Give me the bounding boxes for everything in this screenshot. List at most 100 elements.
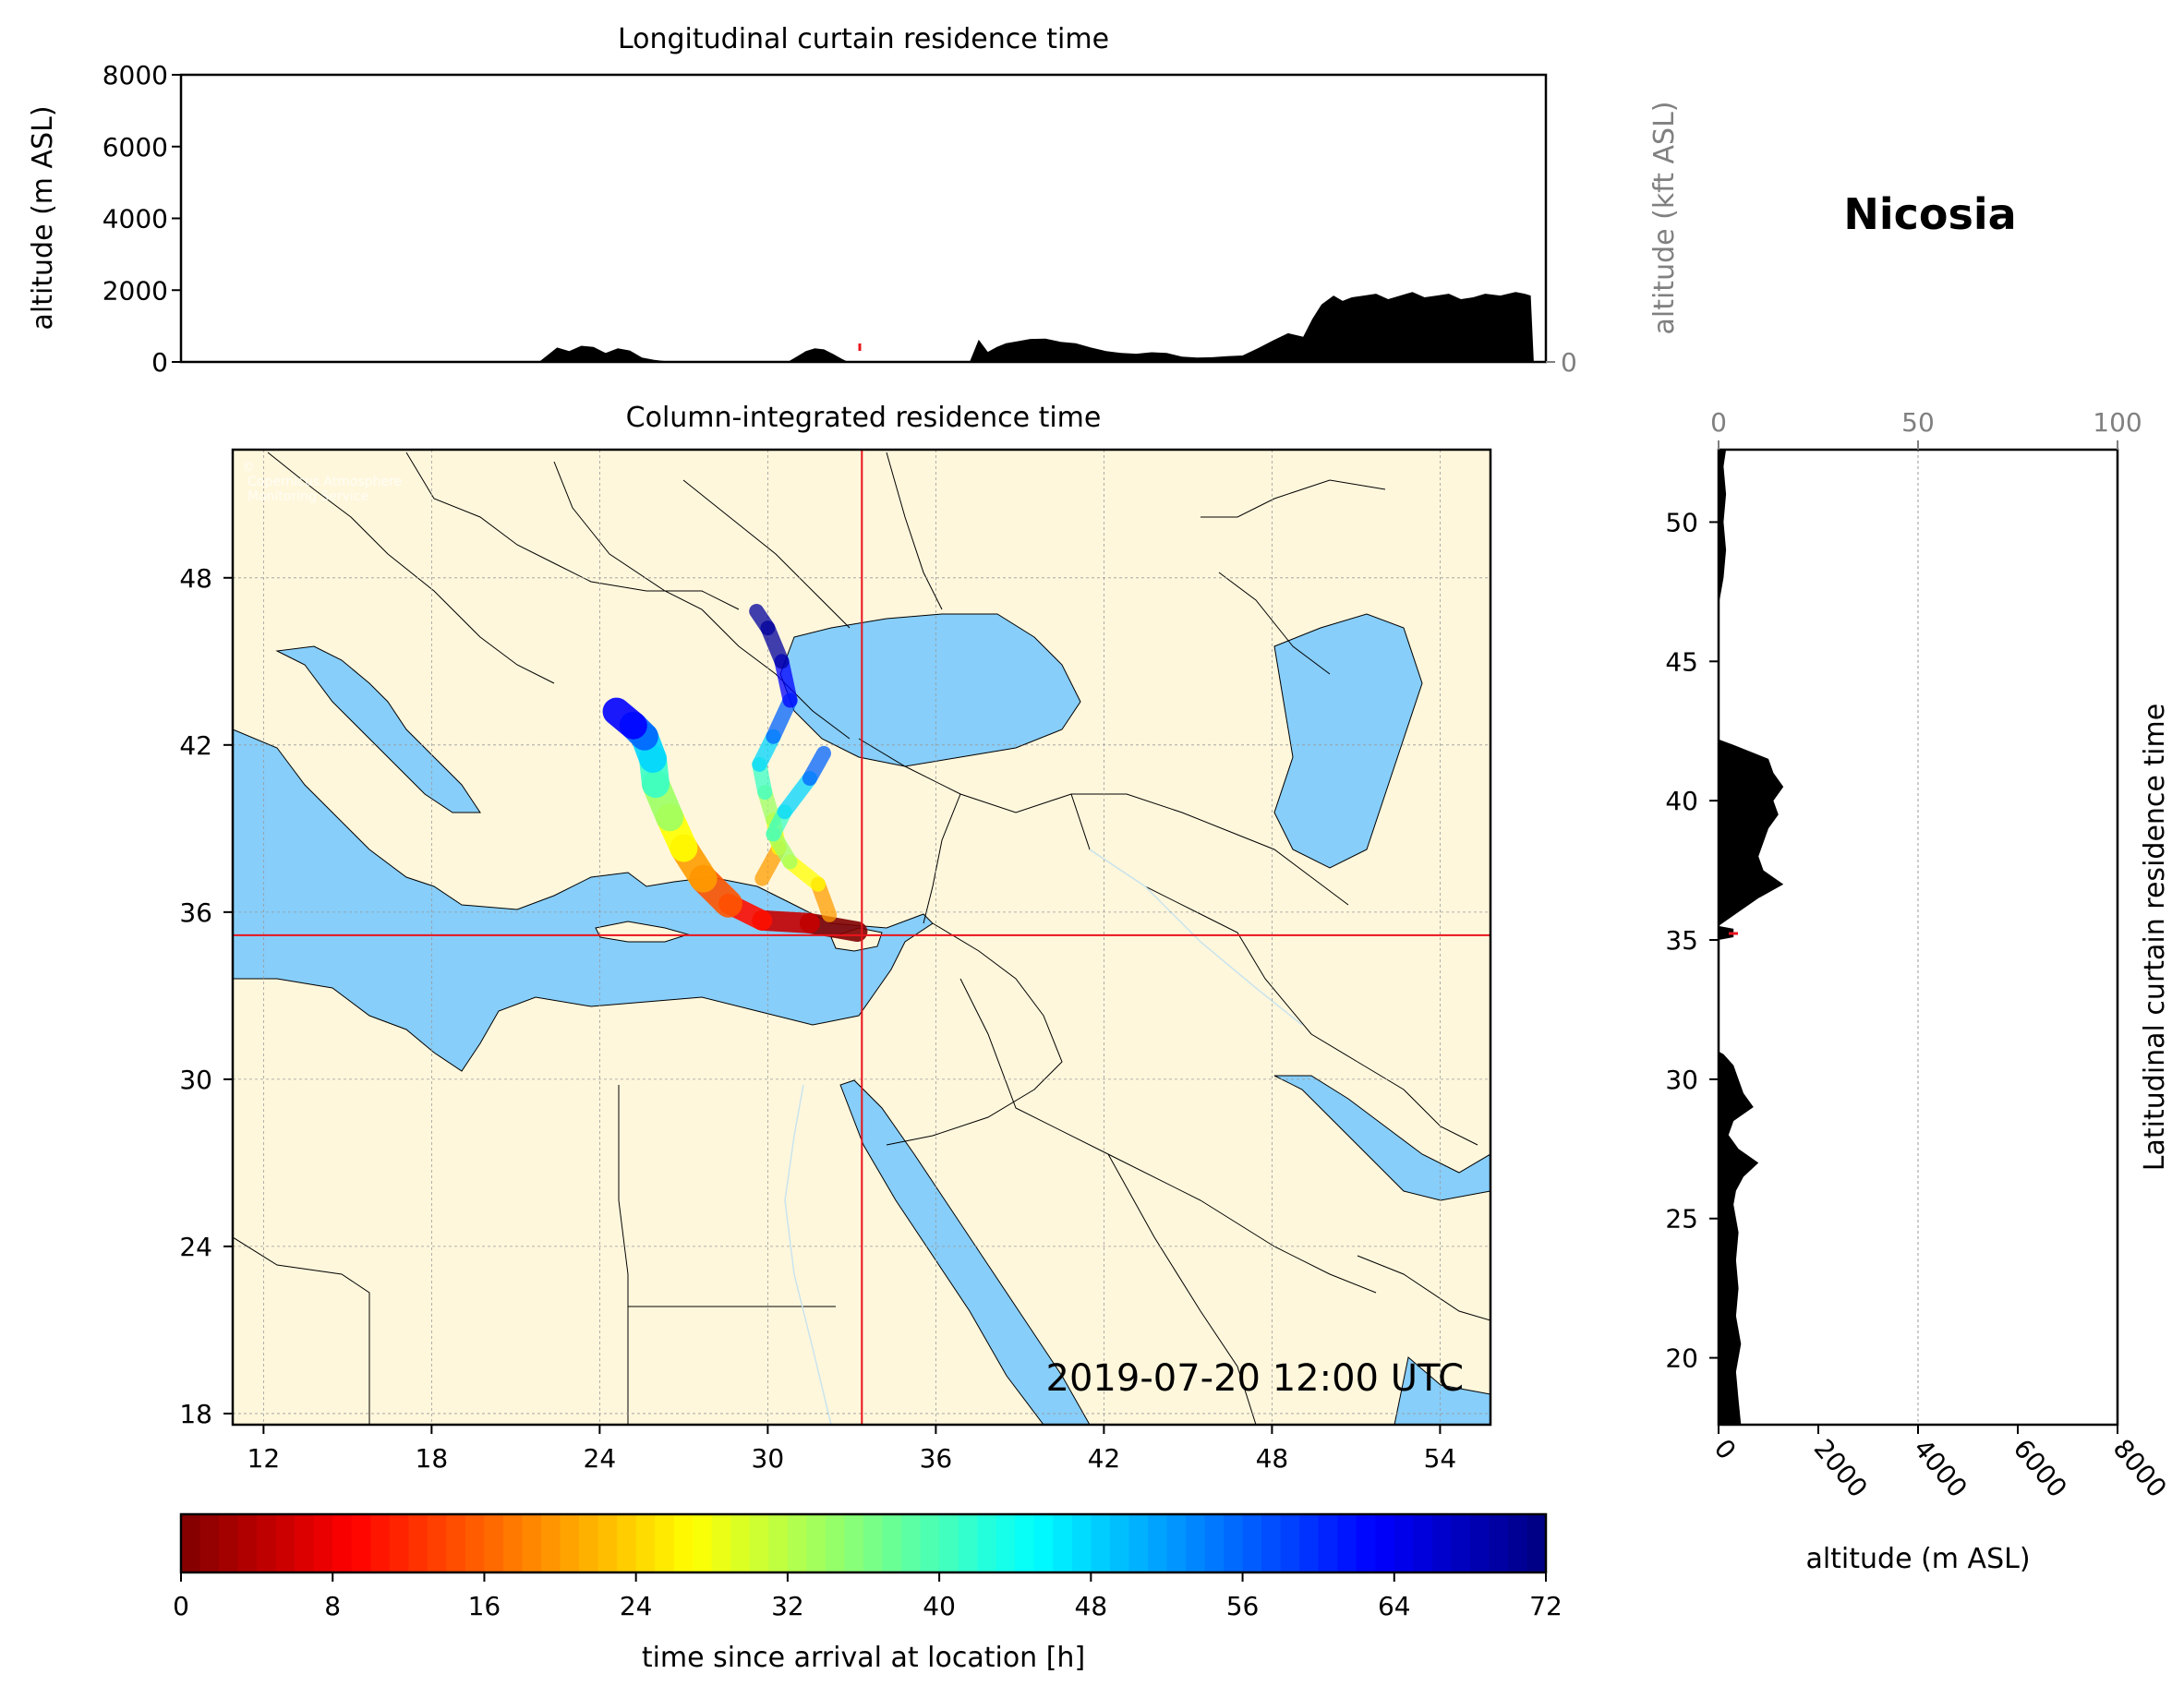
longitudinal-curtain-title: Longitudinal curtain residence time — [618, 23, 1109, 55]
colorbar-swatch — [389, 1514, 409, 1572]
colorbar-swatch — [1489, 1514, 1509, 1572]
map-ytick-label: 24 — [179, 1232, 212, 1262]
right-x2tick-label: 0 — [1710, 407, 1727, 438]
top-ytick-label: 0 — [151, 347, 168, 378]
right-y-ticks: 20 25 30 35 40 45 50 — [1665, 507, 1719, 1374]
map-xtick-label: 48 — [1256, 1443, 1289, 1474]
colorbar-swatch — [806, 1514, 827, 1572]
map-faint-text-1: © — [242, 460, 255, 475]
colorbar-swatch — [237, 1514, 258, 1572]
longitudinal-curtain-panel: Longitudinal curtain residence time 0 200… — [27, 23, 1681, 378]
colorbar-swatch — [1147, 1514, 1168, 1572]
colorbar-swatch — [332, 1514, 353, 1572]
right-x2tick-label: 100 — [2093, 407, 2142, 438]
colorbar-swatch — [635, 1514, 656, 1572]
colorbar-swatch — [1413, 1514, 1433, 1572]
colorbar-swatch — [995, 1514, 1016, 1572]
map-y-ticks: 18 24 30 36 42 48 — [179, 563, 233, 1429]
colorbar-swatch — [427, 1514, 447, 1572]
colorbar-tick-label: 32 — [771, 1591, 804, 1621]
colorbar-tick-label: 24 — [620, 1591, 653, 1621]
colorbar-tick-label: 56 — [1226, 1591, 1260, 1621]
plume-segment — [802, 745, 831, 786]
right-xtick-label: 6000 — [2008, 1433, 2073, 1503]
right-ytick-label: 50 — [1665, 507, 1698, 537]
top-ytick-label: 4000 — [103, 204, 168, 235]
colorbar-swatch — [617, 1514, 637, 1572]
colorbar-swatch — [295, 1514, 315, 1572]
colorbar-swatch — [901, 1514, 922, 1572]
map-faint-text-3: Monitoring Service — [247, 489, 368, 504]
right-x2-ticks: 0 50 100 — [1710, 407, 2142, 450]
map-ytick-label: 18 — [179, 1399, 212, 1429]
colorbar-swatch — [560, 1514, 580, 1572]
map-borders — [233, 452, 1490, 1425]
colorbar-swatch — [977, 1514, 997, 1572]
right-ytick-label: 40 — [1665, 786, 1698, 816]
map-land — [233, 450, 1490, 1425]
colorbar-swatch — [1394, 1514, 1414, 1572]
colorbar-swatch — [1507, 1514, 1528, 1572]
map-x-ticks: 12 18 24 30 36 42 48 54 — [247, 1425, 1457, 1474]
colorbar-swatch — [920, 1514, 940, 1572]
colorbar-swatch — [275, 1514, 296, 1572]
right-xtick-label: 0 — [1708, 1433, 1743, 1465]
colorbar-tick-label: 48 — [1075, 1591, 1108, 1621]
top-ylabel: altitude (m ASL) — [27, 105, 59, 330]
colorbar-swatch — [181, 1514, 201, 1572]
colorbar-swatch — [257, 1514, 277, 1572]
colorbar-swatch — [844, 1514, 864, 1572]
colorbar-swatch — [1337, 1514, 1357, 1572]
colorbar-swatch — [882, 1514, 902, 1572]
colorbar-swatch — [1109, 1514, 1129, 1572]
colorbar-tick-label: 16 — [468, 1591, 501, 1621]
map-ytick-label: 30 — [179, 1065, 212, 1095]
right-ytick-label: 30 — [1665, 1065, 1698, 1095]
colorbar-swatch — [1318, 1514, 1338, 1572]
colorbar-tick-label: 0 — [173, 1591, 189, 1621]
map-xtick-label: 54 — [1424, 1443, 1457, 1474]
colorbar-swatch — [730, 1514, 751, 1572]
colorbar-swatch — [1451, 1514, 1471, 1572]
colorbar-swatch — [597, 1514, 618, 1572]
map-title: Column-integrated residence time — [626, 402, 1102, 434]
right-grid — [1718, 450, 2118, 1425]
right-ytick-label: 20 — [1665, 1343, 1698, 1374]
colorbar-swatch — [768, 1514, 789, 1572]
colorbar-swatch — [1431, 1514, 1452, 1572]
right-xtick-label: 4000 — [1908, 1433, 1973, 1503]
colorbar-swatch — [825, 1514, 846, 1572]
colorbar-swatch — [370, 1514, 391, 1572]
colorbar-swatch — [787, 1514, 808, 1572]
top-ylabel-right: altitude (kft ASL) — [1648, 101, 1681, 334]
right-xtick-label: 8000 — [2107, 1433, 2173, 1503]
colorbar-swatch — [1375, 1514, 1395, 1572]
colorbar-swatch — [484, 1514, 504, 1572]
colorbar-swatch — [1261, 1514, 1282, 1572]
colorbar-swatch — [1015, 1514, 1035, 1572]
colorbar-swatch — [313, 1514, 333, 1572]
colorbar-swatch — [673, 1514, 694, 1572]
colorbar-swatch — [465, 1514, 486, 1572]
colorbar-frame — [179, 1512, 1548, 1574]
colorbar-swatch — [408, 1514, 428, 1572]
right-ytick-label: 35 — [1665, 925, 1698, 956]
colorbar-swatch — [1185, 1514, 1206, 1572]
column-integrated-panel: Column-integrated residence time — [179, 402, 1492, 1474]
right-xtick-label: 2000 — [1808, 1433, 1874, 1503]
location-name: Nicosia — [1843, 189, 2016, 239]
map-xtick-label: 42 — [1088, 1443, 1121, 1474]
colorbar-swatch — [1166, 1514, 1187, 1572]
right-x2tick-label: 50 — [1901, 407, 1935, 438]
right-ytick-label: 45 — [1665, 646, 1698, 677]
colorbar-tick-label: 64 — [1378, 1591, 1411, 1621]
map-xtick-label: 18 — [416, 1443, 449, 1474]
colorbar-swatch — [939, 1514, 959, 1572]
right-ytick-label: 25 — [1665, 1204, 1698, 1234]
top-ytick-label: 6000 — [103, 132, 168, 163]
map-rivers — [784, 849, 1303, 1425]
map-axes-frame — [231, 448, 1492, 1427]
colorbar-swatch — [1469, 1514, 1490, 1572]
colorbar-tick-label: 40 — [923, 1591, 956, 1621]
latitudinal-profile-area — [1719, 450, 1784, 1425]
